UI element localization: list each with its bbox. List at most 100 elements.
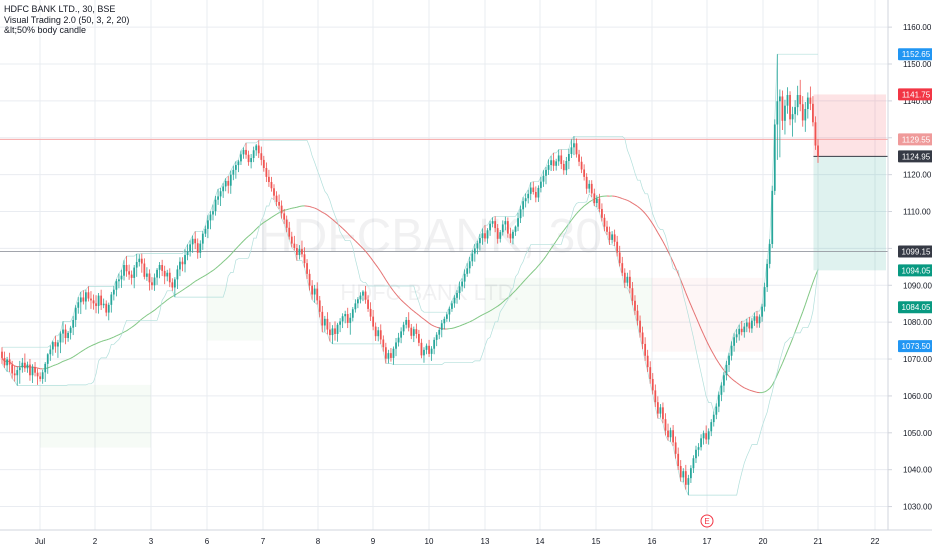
candle-body [817, 145, 819, 157]
candle-body [72, 319, 75, 328]
candle-body [725, 364, 728, 376]
candle-body [552, 160, 555, 166]
candle-body [26, 364, 29, 369]
candle-body [265, 168, 268, 177]
earnings-marker[interactable]: E [700, 514, 714, 528]
candle [372, 309, 375, 331]
candle-body [491, 221, 494, 224]
candle [781, 90, 784, 131]
candle [107, 302, 110, 321]
y-axis[interactable]: 1030.00 1040.00 1050.00 1060.00 1070.00 1080.… [887, 0, 932, 530]
candle [219, 187, 222, 206]
candle [573, 136, 575, 156]
candles[interactable] [1, 54, 819, 496]
candle-body [418, 333, 420, 343]
candle [588, 180, 591, 193]
candle-body [138, 258, 141, 263]
candle [224, 178, 227, 192]
ma-segment [413, 310, 417, 314]
candle-body [501, 224, 504, 233]
ma-segment [654, 227, 659, 233]
candle-body [430, 348, 433, 354]
legend-candle-setting[interactable]: &lt;50% body candle [4, 25, 87, 35]
candle [458, 281, 461, 300]
candle [593, 188, 596, 206]
candle-body [423, 349, 425, 356]
ma-segment [128, 326, 132, 330]
ma-segment [299, 205, 303, 207]
candle-body [115, 281, 118, 290]
ma-segment [309, 206, 313, 208]
candle-body [278, 201, 280, 206]
ma-segment [558, 233, 562, 238]
ma-segment [505, 297, 509, 301]
candle [189, 240, 192, 257]
candle-body [476, 243, 479, 249]
ma-segment [210, 270, 214, 273]
candle [806, 92, 809, 119]
ma-segment [55, 363, 59, 366]
ma-segment [662, 241, 666, 247]
candle-body [679, 465, 682, 478]
candle [214, 196, 217, 216]
candle [26, 361, 29, 373]
earnings-circle [700, 514, 714, 528]
candle [537, 185, 540, 202]
ma-segment [151, 309, 155, 313]
candle-body [799, 94, 802, 105]
ma-segment [14, 365, 18, 368]
candle [466, 263, 469, 277]
ma-segment [327, 214, 331, 218]
ma-segment [431, 324, 435, 327]
candle-body [255, 145, 258, 151]
ma-segment [769, 384, 773, 389]
candle [595, 195, 598, 208]
legend-indicator[interactable]: Visual Trading 2.0 (50, 3, 2, 20) [4, 14, 130, 25]
ma-segment [764, 390, 768, 393]
candle [369, 302, 372, 322]
candle [171, 278, 174, 291]
candle-body [550, 160, 552, 166]
candle [128, 264, 130, 280]
ma-segment [510, 292, 514, 296]
candle [308, 269, 311, 291]
ma-segment [95, 342, 99, 345]
candle-body [110, 294, 113, 305]
ma-segment [461, 323, 465, 326]
candle-body [62, 329, 64, 334]
ma-segment [243, 238, 247, 242]
candle-body [293, 243, 296, 249]
x-axis[interactable]: Jul 2 3 6 7 8 9 10 13 14 15 16 17 20 21 22 [0, 529, 932, 546]
price-levels [0, 138, 888, 252]
ma-segment [749, 389, 753, 392]
ma-segment [515, 287, 519, 291]
price-label: 1152.65 [898, 48, 932, 61]
candle-body [641, 332, 644, 344]
candle [725, 360, 728, 381]
candle-body [237, 161, 240, 166]
candle [344, 310, 347, 324]
price-label-text: 1129.55 [902, 135, 931, 144]
zone-box [207, 285, 263, 341]
candle [517, 212, 519, 232]
plot-area[interactable] [0, 0, 888, 530]
ma-segment [647, 216, 651, 221]
ma-segment [65, 358, 69, 361]
candle [74, 305, 77, 327]
ma-segment [718, 362, 722, 368]
ma-segment [324, 213, 328, 216]
candle-body [395, 342, 397, 349]
ma-segment [466, 321, 470, 324]
candle [6, 356, 8, 372]
candle [400, 327, 402, 344]
ma-segment [260, 222, 265, 225]
candle-body [41, 372, 44, 379]
x-tick-label: 6 [205, 537, 210, 546]
price-label-bg [898, 88, 932, 101]
candle [758, 314, 761, 328]
candle [123, 260, 125, 281]
candle [351, 307, 354, 322]
legend-symbol[interactable]: HDFC BANK LTD., 30, BSE [4, 4, 116, 14]
candle [468, 256, 471, 274]
